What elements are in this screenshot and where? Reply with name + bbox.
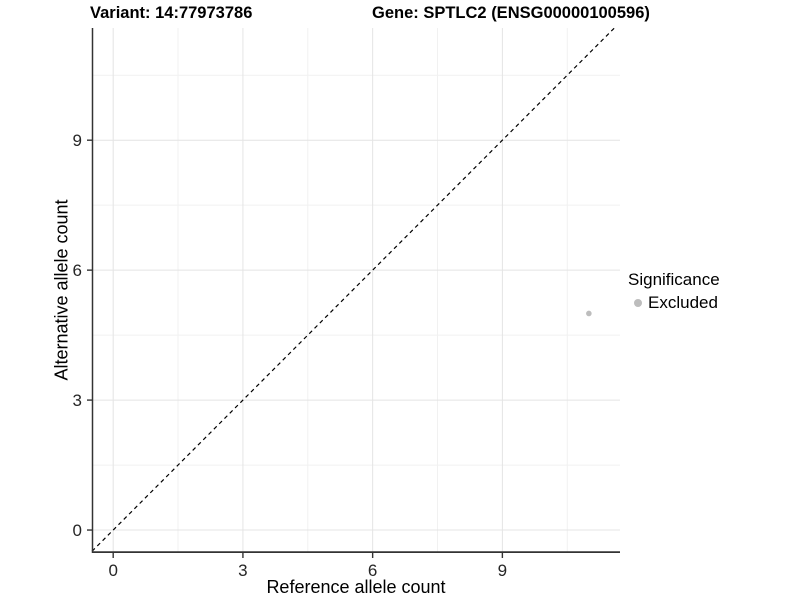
- x-axis-label: Reference allele count: [266, 577, 446, 597]
- legend: Significance Excluded: [626, 270, 720, 313]
- legend-key-circle-icon: [634, 299, 642, 307]
- x-tick-label: 6: [368, 561, 377, 580]
- y-axis-label: Alternative allele count: [51, 199, 72, 381]
- y-tick-label: 3: [73, 391, 82, 410]
- identity-line: [91, 27, 615, 552]
- legend-entry-label: Excluded: [648, 293, 718, 312]
- gene-title: Gene: SPTLC2 (ENSG00000100596): [372, 4, 650, 22]
- x-tick-label: 0: [108, 561, 117, 580]
- x-tick-label: 9: [498, 561, 507, 580]
- variant-title: Variant: 14:77973786: [90, 4, 253, 22]
- data-point: [586, 310, 592, 317]
- legend-title: Significance: [628, 270, 720, 289]
- x-tick-label: 3: [238, 561, 247, 580]
- y-tick-label: 6: [73, 261, 82, 280]
- y-tick-label: 9: [73, 131, 82, 150]
- plot-panel: 0 3 6 9 0 3 6 9: [73, 27, 620, 580]
- y-tick-label: 0: [73, 521, 82, 540]
- legend-entry-excluded: Excluded: [626, 293, 720, 313]
